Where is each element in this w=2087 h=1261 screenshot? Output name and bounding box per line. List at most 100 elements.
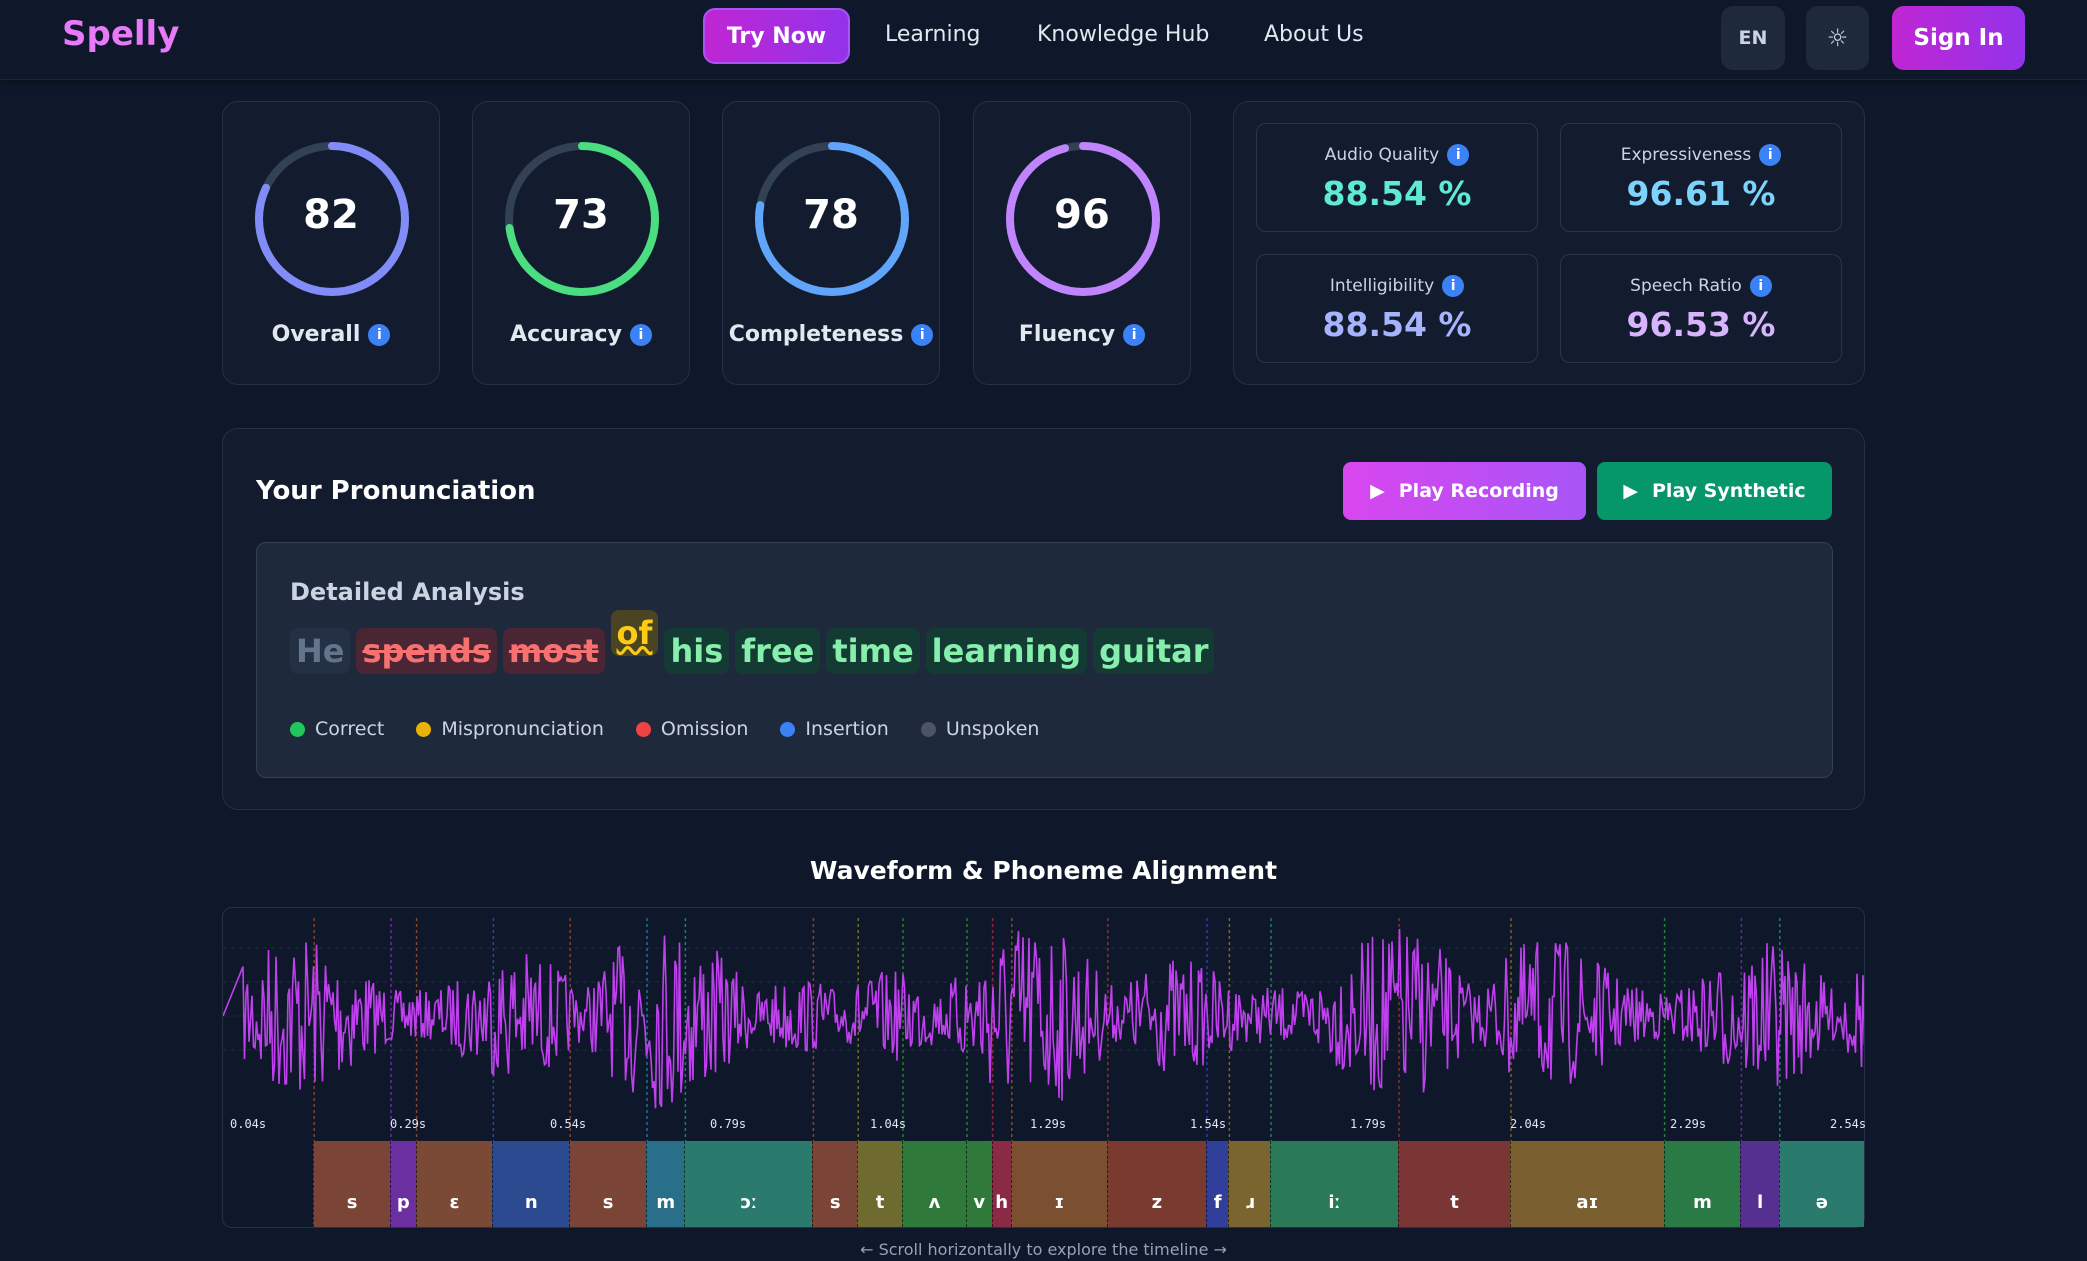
phoneme-block[interactable]: s	[313, 1141, 390, 1227]
phoneme-block[interactable]: ɛ	[415, 1141, 493, 1227]
info-icon[interactable]: i	[629, 323, 652, 346]
score-card-fluency: 96 Fluency i	[973, 101, 1191, 385]
word-mispronunciation[interactable]: of	[610, 610, 659, 656]
legend-item: Correct	[290, 718, 384, 740]
detailed-analysis-panel: Detailed Analysis He spends most of his free t…	[256, 542, 1833, 778]
metric-value: 96.53 %	[1626, 305, 1776, 344]
time-tick: 1.29s	[1030, 1117, 1067, 1131]
time-tick: 1.79s	[1350, 1117, 1387, 1131]
time-tick: 1.54s	[1190, 1117, 1227, 1131]
phoneme-block[interactable]: s	[569, 1141, 646, 1227]
score-value: 73	[553, 192, 609, 238]
phoneme-block[interactable]: m	[646, 1141, 685, 1227]
score-value: 78	[803, 192, 859, 238]
nav-about-us[interactable]: About Us	[1264, 22, 1364, 47]
time-tick: 2.04s	[1510, 1117, 1547, 1131]
metric-card: Expressiveness i 96.61 %	[1560, 123, 1842, 232]
phoneme-block[interactable]: v	[966, 1141, 992, 1227]
legend-label: Correct	[315, 718, 385, 740]
word-unspoken[interactable]: He	[290, 628, 351, 674]
phoneme-block[interactable]: ʌ	[902, 1141, 966, 1227]
phoneme-block[interactable]: m	[1663, 1141, 1741, 1227]
score-ring	[755, 142, 909, 296]
score-label: Accuracy	[510, 322, 622, 347]
phoneme-block[interactable]: t	[857, 1141, 902, 1227]
time-tick: 0.04s	[230, 1117, 267, 1131]
time-tick: 1.04s	[870, 1117, 907, 1131]
phoneme-block[interactable]: ə	[1778, 1141, 1864, 1227]
logo[interactable]: Spelly	[62, 14, 180, 54]
phoneme-block[interactable]: ɪ	[1010, 1141, 1107, 1227]
metric-value: 96.61 %	[1626, 174, 1776, 213]
word-omission[interactable]: most	[502, 628, 605, 674]
nav-learning[interactable]: Learning	[885, 22, 981, 47]
word-correct[interactable]: guitar	[1093, 628, 1215, 674]
info-icon[interactable]: i	[1442, 275, 1465, 297]
score-value: 82	[303, 192, 359, 238]
score-label: Completeness	[728, 322, 904, 347]
waveform-title: Waveform & Phoneme Alignment	[809, 856, 1278, 885]
phoneme-block[interactable]: s	[812, 1141, 858, 1227]
metric-label: Expressiveness	[1620, 145, 1752, 165]
legend-label: Unspoken	[945, 718, 1040, 740]
score-ring	[1006, 142, 1160, 296]
legend-label: Mispronunciation	[441, 718, 604, 740]
phoneme-block[interactable]: n	[492, 1141, 570, 1227]
info-icon[interactable]: i	[368, 323, 391, 346]
section-title: Your Pronunciation	[256, 476, 536, 506]
phoneme-block[interactable]: t	[1398, 1141, 1510, 1227]
metric-card: Speech Ratio i 96.53 %	[1560, 254, 1842, 363]
word-correct[interactable]: time	[826, 628, 920, 674]
time-tick: 0.29s	[390, 1117, 427, 1131]
score-label: Fluency	[1018, 322, 1116, 347]
phoneme-block[interactable]: iː	[1270, 1141, 1398, 1227]
metric-value: 88.54 %	[1322, 174, 1472, 213]
info-icon[interactable]: i	[1759, 144, 1782, 166]
phoneme-block[interactable]: aɪ	[1510, 1141, 1664, 1227]
metric-card: Audio Quality i 88.54 %	[1256, 123, 1538, 232]
legend-item: Unspoken	[920, 718, 1040, 740]
score-card-overall: 82 Overall i	[222, 101, 440, 385]
info-icon[interactable]: i	[911, 323, 934, 346]
time-tick: 2.54s	[1830, 1117, 1867, 1131]
legend-dot	[290, 721, 305, 737]
info-icon[interactable]: i	[1447, 144, 1470, 166]
score-card-completeness: 78 Completeness i	[722, 101, 940, 385]
language-button[interactable]: EN	[1721, 6, 1785, 70]
play-recording-button[interactable]: ▶ Play Recording	[1343, 462, 1586, 520]
word-correct[interactable]: learning	[925, 628, 1088, 674]
legend-item: Omission	[635, 718, 749, 740]
score-ring	[255, 142, 409, 296]
info-icon[interactable]: i	[1749, 275, 1772, 297]
legend-dot	[416, 721, 432, 737]
phoneme-block[interactable]: h	[991, 1141, 1011, 1227]
phoneme-block[interactable]: ɔː	[684, 1141, 813, 1227]
theme-toggle[interactable]: ☼	[1806, 6, 1869, 70]
word-omission[interactable]: spends	[356, 628, 497, 674]
legend-dot	[920, 721, 936, 737]
metric-value: 88.54 %	[1322, 305, 1472, 344]
legend-dot	[635, 721, 651, 737]
play-synthetic-button[interactable]: ▶ Play Synthetic	[1597, 462, 1832, 520]
play-synthetic-label: Play Synthetic	[1652, 480, 1806, 502]
waveform-trace	[223, 928, 1864, 1109]
legend-label: Omission	[660, 718, 749, 740]
sun-icon: ☼	[1826, 24, 1849, 52]
legend-item: Insertion	[780, 718, 889, 740]
sign-in-button[interactable]: Sign In	[1892, 6, 2025, 70]
phoneme-block[interactable]: p	[390, 1141, 416, 1227]
phoneme-block[interactable]: z	[1106, 1141, 1206, 1227]
info-icon[interactable]: i	[1123, 323, 1146, 346]
play-icon: ▶	[1370, 480, 1385, 502]
phoneme-block[interactable]: l	[1740, 1141, 1779, 1227]
phoneme-block[interactable]: f	[1206, 1141, 1229, 1227]
time-tick: 0.54s	[550, 1117, 587, 1131]
pronunciation-section: Your Pronunciation ▶ Play Recording ▶ Play…	[222, 428, 1865, 810]
phoneme-block[interactable]: ɹ	[1228, 1141, 1270, 1227]
word-correct[interactable]: his	[664, 628, 730, 674]
time-tick: 2.29s	[1670, 1117, 1707, 1131]
nav-knowledge-hub[interactable]: Knowledge Hub	[1037, 22, 1210, 47]
nav-try-now[interactable]: Try Now	[703, 8, 850, 64]
score-value: 96	[1054, 192, 1110, 238]
word-correct[interactable]: free	[735, 628, 821, 674]
